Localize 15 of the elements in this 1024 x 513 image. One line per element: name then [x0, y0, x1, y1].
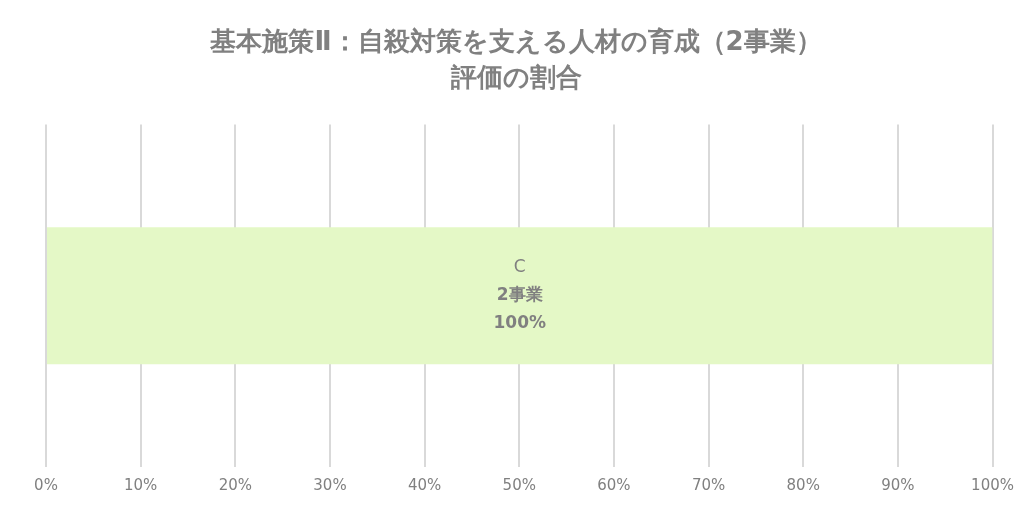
- data-label: 2事業 100%: [493, 284, 547, 333]
- x-tick-label: 70%: [691, 475, 726, 494]
- x-tick-label: 20%: [218, 475, 252, 494]
- x-tick-label: 30%: [313, 475, 347, 494]
- x-tick-label: 60%: [597, 475, 631, 494]
- x-tick-label: 10%: [123, 475, 158, 494]
- x-tick-label: 50%: [502, 475, 536, 494]
- x-tick-label: 90%: [881, 475, 915, 494]
- x-tick-label: 40%: [407, 475, 442, 494]
- x-tick-label: 0%: [34, 475, 58, 494]
- chart-title: 基本施策Ⅱ：自殺対策を支える人材の育成（2事業）: [209, 26, 822, 57]
- x-tick-label: 100%: [971, 475, 1014, 494]
- x-tick-label: 80%: [786, 475, 820, 494]
- chart-subtitle: 評価の割合: [449, 61, 582, 92]
- series-label: C: [513, 256, 526, 277]
